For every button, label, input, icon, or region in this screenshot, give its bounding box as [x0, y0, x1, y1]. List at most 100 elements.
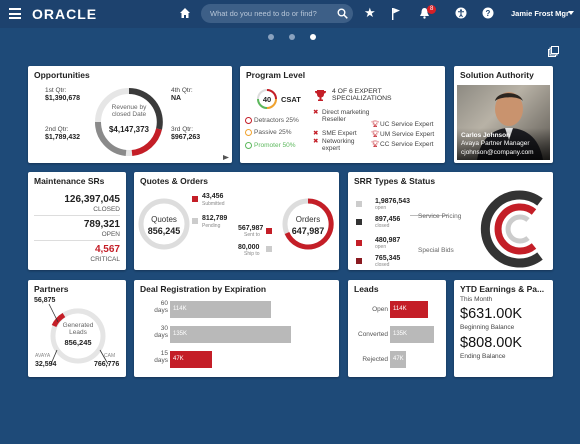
divider — [34, 240, 120, 241]
sent-label: Sent to — [244, 232, 260, 238]
deal-bar-value: 114K — [173, 306, 187, 312]
missing-x-icon: ✖ — [313, 109, 319, 116]
user-menu[interactable]: Jamie Frost Mgr — [511, 9, 569, 18]
program-level-card[interactable]: Program Level 40 CSAT 4 OF 6 EXPERT SPEC… — [240, 66, 445, 163]
sent-legend-swatch — [266, 228, 272, 234]
srr-value-1: 1,9876,543 — [375, 198, 411, 205]
leads-bar-value: 47K — [393, 356, 404, 362]
srr-legend-swatch — [356, 219, 362, 225]
q4-value: NA — [171, 95, 182, 102]
closed-label: CLOSED — [93, 206, 120, 213]
srr-arc-chart — [480, 190, 543, 268]
program-level-title: Program Level — [246, 70, 306, 80]
srr-types-status-card[interactable]: SRR Types & Status 1,9876,543 open 897,4… — [348, 172, 553, 270]
deal-registration-title: Deal Registration by Expiration — [140, 284, 267, 294]
q3-label: 3rd Qtr: — [171, 126, 194, 133]
search-icon[interactable] — [337, 8, 348, 19]
detractors-label: Detractors 25% — [254, 117, 299, 124]
pending-value: 812,789 — [202, 215, 228, 222]
srr-value-2: 897,456 — [375, 216, 401, 223]
leads-bar-rejected[interactable]: 47K — [390, 351, 406, 368]
quotes-orders-card[interactable]: Quotes & Orders Quotes 856,245 43,456 Su… — [134, 172, 339, 270]
achieved-specialization-3: CC Service Expert — [380, 141, 434, 148]
deal-bar-value: 47K — [173, 356, 184, 362]
svg-text:?: ? — [486, 9, 491, 18]
leads-bar-open[interactable]: 114K — [390, 301, 428, 318]
search-box — [201, 4, 353, 23]
promoter-face-icon — [245, 142, 252, 149]
orders-label: Orders — [295, 215, 321, 224]
missing-x-icon: ✖ — [313, 130, 319, 137]
notifications-bell-icon[interactable] — [419, 7, 430, 19]
beginning-balance-label: Beginning Balance — [460, 324, 515, 331]
top-bar: ORACLE ★ 8 ? Jamie Frost Mgr — [0, 0, 580, 28]
deal-bar-30[interactable]: 135K — [170, 326, 291, 343]
solution-authority-card[interactable]: Solution Authority Carlos Johnson Avaya … — [454, 66, 553, 163]
hamburger-menu-icon[interactable] — [9, 8, 21, 19]
leads-bar-value: 114K — [393, 306, 407, 312]
opportunities-card[interactable]: Opportunities 1st Qtr: $1,390,678 2nd Qt… — [28, 66, 232, 163]
achieved-specialization-1: UC Service Expert — [380, 121, 434, 128]
srr-legend-swatch — [356, 258, 362, 264]
csat-ring-chart — [257, 89, 277, 109]
trophy-icon — [315, 90, 326, 101]
carousel-dot[interactable] — [267, 34, 274, 40]
missing-specialization-3: Networking expert — [322, 138, 355, 153]
missing-x-icon: ✖ — [313, 138, 319, 145]
leads-row-label: Rejected — [362, 356, 388, 363]
cam-value: 766,776 — [94, 361, 120, 368]
partners-card[interactable]: Partners 56,875 Generated Leads 856,245 … — [28, 280, 126, 377]
contact-name: Carlos Johnson — [461, 132, 511, 139]
q4-label: 4th Qtr: — [171, 87, 193, 94]
ship-label: Ship to — [244, 251, 260, 257]
accessibility-icon[interactable] — [455, 7, 467, 19]
carousel-dots — [0, 34, 580, 40]
deal-row-label: 15 days — [154, 350, 168, 365]
flag-icon[interactable] — [391, 7, 401, 20]
connector-line — [410, 215, 448, 216]
leads-bar-converted[interactable]: 135K — [390, 326, 434, 343]
carousel-dot-active[interactable] — [309, 34, 316, 40]
q1-value: $1,390,678 — [45, 95, 81, 102]
card-corner-icon[interactable] — [223, 155, 229, 160]
leads-card[interactable]: Leads Open 114K Converted 135K Rejected … — [348, 280, 446, 377]
q2-label: 2nd Qtr: — [45, 126, 69, 133]
help-icon[interactable]: ? — [482, 7, 494, 19]
leads-row-label: Converted — [358, 331, 388, 338]
oracle-logo: ORACLE — [32, 6, 98, 22]
layout-stack-icon[interactable] — [548, 46, 559, 57]
contact-email[interactable]: cjohnson@company.com — [461, 149, 534, 156]
revenue-donut-chart — [94, 88, 163, 156]
carousel-dot[interactable] — [288, 34, 295, 40]
srr-label-2: closed — [375, 223, 390, 229]
ytd-earnings-card[interactable]: YTD Earnings & Pa... This Month $631.00K… — [454, 280, 553, 377]
deal-row-label: 60 days — [154, 300, 168, 315]
leads-center-label: Generated Leads — [62, 322, 94, 337]
solution-authority-title: Solution Authority — [460, 70, 534, 80]
deal-bar-15[interactable]: 47K — [170, 351, 212, 368]
divider — [34, 215, 120, 216]
srr-legend-swatch — [356, 201, 362, 207]
q1-label: 1st Qtr: — [45, 87, 67, 94]
photo-overlay — [457, 128, 550, 160]
home-icon[interactable] — [179, 7, 191, 19]
user-menu-caret-icon[interactable] — [568, 11, 574, 15]
leads-ring-chart — [48, 303, 109, 365]
favorites-star-icon[interactable]: ★ — [364, 5, 376, 20]
search-input[interactable] — [210, 9, 335, 18]
leads-center-value: 856,245 — [64, 338, 92, 347]
deal-bar-60[interactable]: 114K — [170, 301, 271, 318]
ship-value: 80,000 — [238, 244, 260, 251]
srr-value-4: 765,345 — [375, 255, 401, 262]
srr-title: SRR Types & Status — [354, 176, 436, 186]
passive-face-icon — [245, 129, 252, 136]
passive-label: Passive 25% — [254, 129, 292, 136]
quotes-value: 856,245 — [147, 226, 181, 236]
deal-registration-card[interactable]: Deal Registration by Expiration 60 days … — [134, 280, 339, 377]
ending-balance-value: $808.00K — [460, 335, 523, 351]
maintenance-srs-card[interactable]: Maintenance SRs 126,397,045 CLOSED 789,3… — [28, 172, 126, 270]
avaya-value: 32,594 — [35, 361, 57, 368]
csat-value: 40 — [262, 95, 272, 104]
achieved-specialization-2: UM Service Expert — [380, 131, 435, 138]
quotes-label: Quotes — [151, 215, 177, 224]
